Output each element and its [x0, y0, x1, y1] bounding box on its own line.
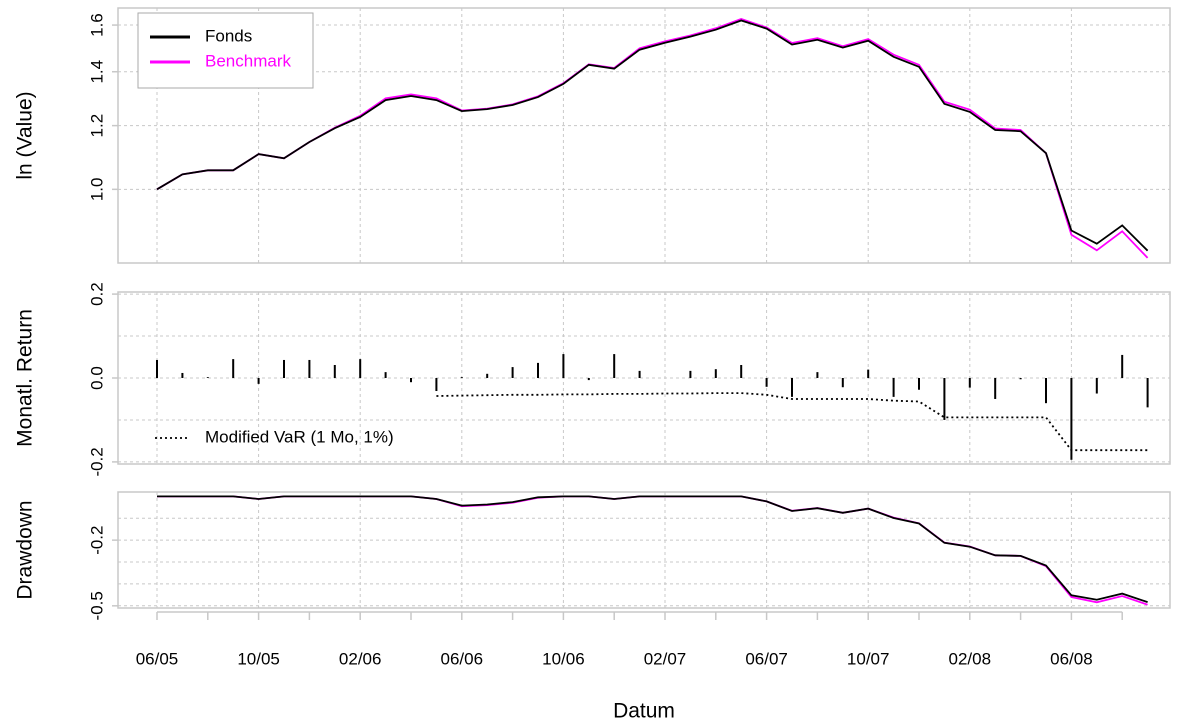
x-tick-label: 06/08 [1050, 649, 1093, 668]
bar [638, 370, 641, 378]
bar [257, 378, 260, 384]
bar [333, 364, 336, 378]
x-tick-label: 02/08 [949, 649, 992, 668]
bar [867, 369, 870, 378]
y-tick-label: 1.2 [87, 114, 106, 138]
bar [410, 378, 412, 383]
y-tick-label: 1.6 [87, 13, 106, 37]
bar [460, 377, 463, 378]
y-tick-label: -0.5 [87, 591, 106, 620]
plot-frame [117, 7, 1171, 264]
y-tick-label: 0.0 [87, 366, 106, 390]
series-line [436, 392, 1148, 452]
bar [943, 378, 946, 420]
bar [232, 359, 235, 378]
x-tick-label: 06/06 [441, 649, 484, 668]
bar [537, 362, 539, 378]
x-axis-title: Datum [613, 700, 675, 723]
bar [206, 377, 209, 378]
bar [841, 378, 844, 388]
y-tick-label: -0.2 [87, 526, 106, 555]
bar [918, 378, 920, 390]
bar [892, 378, 895, 397]
bar [791, 378, 793, 397]
legend-label: Benchmark [205, 51, 291, 70]
bar [435, 378, 438, 392]
legend-label: Modified VaR (1 Mo, 1%) [205, 427, 394, 446]
bar [587, 378, 590, 381]
bar [1095, 378, 1098, 394]
y-tick-label: 1.4 [87, 60, 106, 84]
bar [1121, 354, 1124, 378]
bar [1019, 378, 1022, 380]
x-tick-label: 06/05 [136, 649, 179, 668]
x-tick-label: 02/07 [644, 649, 687, 668]
series-line [157, 495, 1148, 603]
legend-box [137, 12, 314, 89]
y-tick-label: -0.2 [87, 447, 106, 476]
legend-label: Fonds [205, 26, 252, 45]
bar [613, 354, 616, 378]
bar [1045, 378, 1047, 404]
series-line [156, 19, 1149, 252]
bar [994, 378, 997, 399]
bar [181, 372, 184, 378]
bar [486, 373, 489, 378]
plot-frame [117, 291, 1171, 465]
bar [359, 359, 362, 378]
bar [156, 359, 158, 378]
bar [1070, 378, 1073, 460]
bar [816, 372, 819, 378]
bar [968, 378, 971, 388]
x-tick-label: 10/05 [237, 649, 280, 668]
y-tick-label: 1.0 [87, 178, 106, 202]
bar [714, 369, 717, 378]
y-axis-title: Drawdown [14, 500, 37, 599]
y-axis-title: Monatl. Return [14, 309, 37, 447]
plot-frame [117, 491, 1171, 609]
series-line [157, 495, 1148, 606]
x-tick-label: 06/07 [745, 649, 788, 668]
y-axis-title: ln (Value) [14, 91, 37, 179]
x-tick-label: 02/06 [339, 649, 382, 668]
bar [765, 378, 768, 387]
bar [562, 354, 565, 378]
bar [740, 364, 743, 378]
bar [511, 367, 514, 378]
bar [1146, 378, 1149, 408]
bar [689, 370, 692, 378]
y-tick-label: 0.2 [87, 282, 106, 306]
x-tick-label: 10/06 [542, 649, 585, 668]
bar [308, 359, 311, 378]
x-tick-label: 10/07 [847, 649, 890, 668]
bar [283, 359, 285, 378]
bar [384, 372, 387, 378]
